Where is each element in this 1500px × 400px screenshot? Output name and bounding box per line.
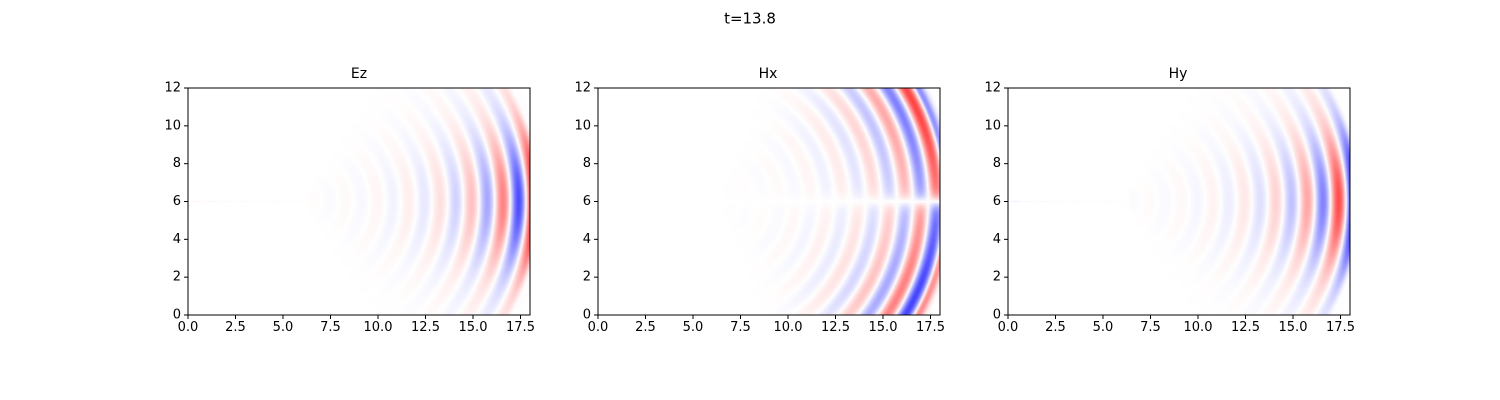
y-tick-label: 10: [984, 118, 1001, 133]
x-tick-label: 17.5: [1326, 320, 1355, 335]
heatmap-hy: [1008, 88, 1350, 315]
y-tick-label: 10: [574, 118, 591, 133]
x-tick-label: 7.5: [1140, 320, 1161, 335]
x-tick-label: 5.0: [683, 320, 704, 335]
x-tick-label: 17.5: [506, 320, 535, 335]
y-tick-label: 2: [993, 270, 1001, 285]
x-tick-label: 15.0: [869, 320, 898, 335]
ticks-hx: 0.0 2.5 5.0 7.5 10.0 12.5 15.0 17.5 0 2 4 6 8 10 12: [574, 81, 945, 336]
ticks-ez: 0.0 2.5 5.0 7.5 10.0 12.5 15.0 17.5 0 2 4 6 8 10 12: [164, 81, 535, 336]
x-tick-label: 0.0: [178, 320, 199, 335]
x-tick-label: 7.5: [730, 320, 751, 335]
x-tick-label: 2.5: [1045, 320, 1066, 335]
y-tick-label: 6: [173, 194, 181, 209]
y-tick-label: 8: [173, 156, 181, 171]
heatmap-ez: [188, 88, 530, 315]
heatmap-canvas-wrapper-ez: [188, 88, 530, 315]
x-tick-label: 12.5: [411, 320, 440, 335]
y-tick-label: 6: [993, 194, 1001, 209]
x-tick-label: 7.5: [320, 320, 341, 335]
y-tick-label: 2: [583, 270, 591, 285]
panel-title-ez: Ez: [351, 66, 367, 82]
y-tick-label: 12: [574, 81, 591, 96]
y-tick-label: 8: [583, 156, 591, 171]
x-tick-label: 15.0: [1279, 320, 1308, 335]
y-tick-label: 4: [993, 232, 1001, 247]
x-tick-label: 15.0: [459, 320, 488, 335]
y-tick-label: 12: [164, 81, 181, 96]
panel-title-hy: Hy: [1169, 66, 1188, 82]
x-tick-label: 12.5: [821, 320, 850, 335]
figure-suptitle: t=13.8: [724, 10, 776, 28]
panel-title-hx: Hx: [759, 66, 778, 82]
x-tick-label: 5.0: [273, 320, 294, 335]
y-tick-label: 4: [583, 232, 591, 247]
x-tick-label: 2.5: [635, 320, 656, 335]
ticks-hy: 0.0 2.5 5.0 7.5 10.0 12.5 15.0 17.5 0 2 4 6 8 10 12: [984, 81, 1355, 336]
panel-hy: Hy 0.0 2.5 5.0 7.5 10.0 12.5 15.0 17.5 0 2 4 6 8 10 12: [984, 66, 1355, 335]
x-tick-label: 12.5: [1231, 320, 1260, 335]
y-tick-label: 0: [993, 308, 1001, 323]
x-tick-label: 10.0: [1184, 320, 1213, 335]
heatmap-hx: [598, 88, 940, 315]
x-tick-label: 10.0: [364, 320, 393, 335]
x-tick-label: 17.5: [916, 320, 945, 335]
y-tick-label: 8: [993, 156, 1001, 171]
y-tick-label: 2: [173, 270, 181, 285]
x-tick-label: 2.5: [225, 320, 246, 335]
y-tick-label: 4: [173, 232, 181, 247]
y-tick-label: 12: [984, 81, 1001, 96]
x-tick-label: 5.0: [1093, 320, 1114, 335]
y-tick-label: 0: [173, 308, 181, 323]
y-tick-label: 10: [164, 118, 181, 133]
x-tick-label: 0.0: [998, 320, 1019, 335]
y-tick-label: 0: [583, 308, 591, 323]
heatmap-canvas-wrapper-hy: [1008, 88, 1350, 315]
heatmap-canvas-wrapper-hx: [598, 88, 940, 315]
x-tick-label: 10.0: [774, 320, 803, 335]
x-tick-label: 0.0: [588, 320, 609, 335]
panel-hx: Hx 0.0 2.5 5.0 7.5 10.0 12.5 15.0 17.5 0 2 4 6 8 10 12: [574, 66, 945, 335]
panel-ez: Ez 0.0 2.5 5.0 7.5 10.0 12.5 15.0 17.5 0 2 4 6 8 10 12: [164, 66, 535, 335]
y-tick-label: 6: [583, 194, 591, 209]
